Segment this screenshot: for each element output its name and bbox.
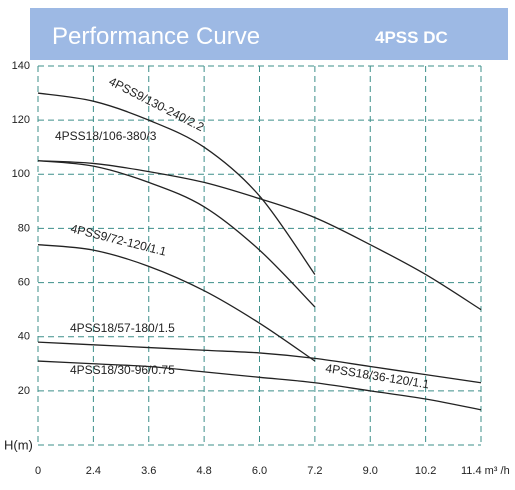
curve: [37, 92, 316, 275]
x-tick-label: 3.6: [141, 465, 156, 477]
curve-label: 4PSS9/72-120/1.1: [69, 221, 168, 258]
curve-label: 4PSS18/30-96/0.75: [70, 363, 175, 377]
curve: [37, 244, 316, 362]
curve-label: 4PSS9/130-240/2.2: [107, 74, 207, 134]
x-tick-label: 7.2: [307, 465, 322, 477]
curve-label: 4PSS18/106-380/3: [55, 129, 157, 143]
y-tick-label: 40: [18, 331, 30, 343]
y-tick-label: 100: [12, 168, 30, 180]
x-tick-label: 2.4: [86, 465, 101, 477]
y-tick-label: 140: [12, 60, 30, 72]
curve: [37, 341, 482, 384]
curve: [37, 360, 482, 411]
x-tick-label: 9.0: [363, 465, 378, 477]
chart-title: Performance Curve: [52, 23, 260, 50]
chart-subtitle: 4PSS DC: [375, 28, 448, 47]
y-tick-label: 120: [12, 114, 30, 126]
y-tick-label: 80: [18, 222, 30, 234]
x-tick-label: 11.4 m³ /h: [461, 465, 510, 477]
curve-label: 4PSS18/57-180/1.5: [70, 321, 175, 335]
y-axis-label: H(m): [4, 437, 33, 452]
y-tick-label: 60: [18, 276, 30, 288]
curve: [37, 160, 482, 311]
x-tick-label: 4.8: [196, 465, 211, 477]
header-band: [30, 8, 508, 60]
x-tick-label: 6.0: [252, 465, 267, 477]
x-tick-label: 10.2: [415, 465, 436, 477]
y-tick-label: 20: [18, 385, 30, 397]
x-tick-label: 0: [35, 465, 41, 477]
curve: [37, 160, 316, 308]
